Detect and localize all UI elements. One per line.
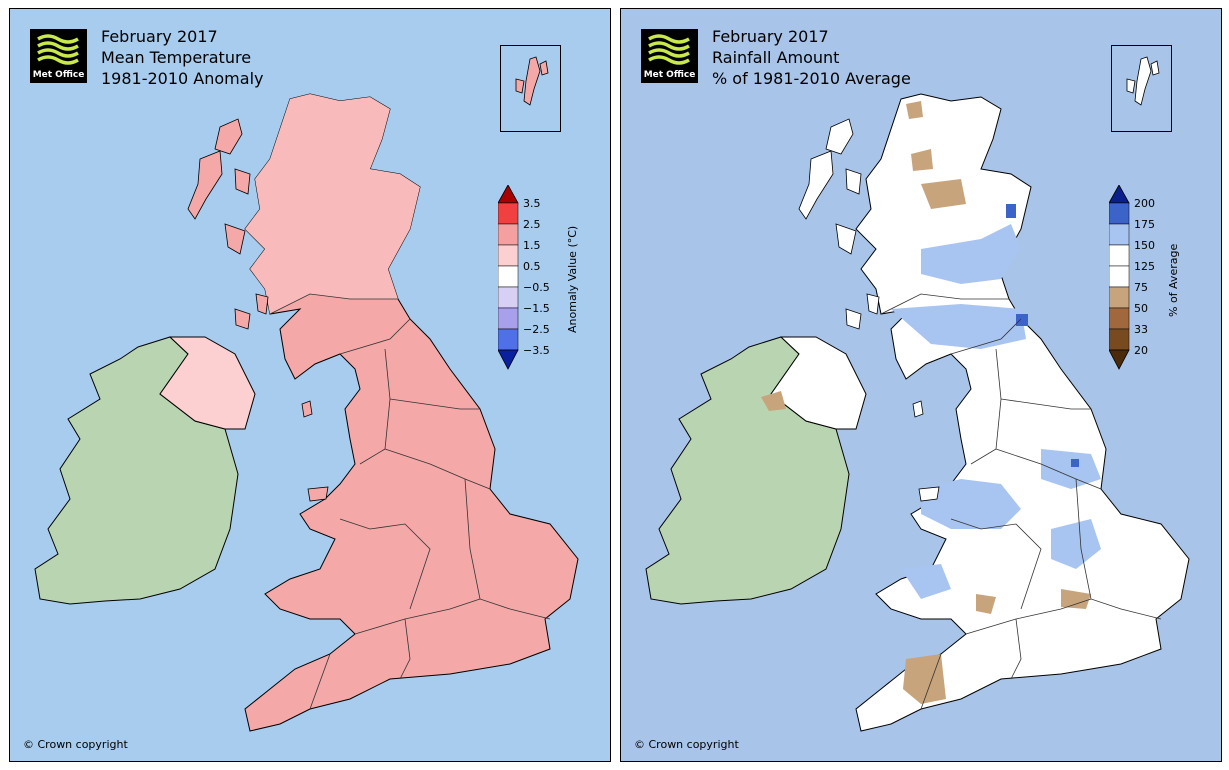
colorbar-bin-4 bbox=[497, 265, 519, 288]
legend-tick: 1.5 bbox=[523, 239, 541, 252]
region-boundaries bbox=[880, 293, 1162, 710]
rainfall-amount-map bbox=[645, 56, 1190, 732]
northern-ireland-landmass bbox=[159, 336, 256, 430]
scottish-islands bbox=[798, 118, 880, 330]
legend-tick: −1.5 bbox=[523, 302, 550, 315]
colorbar-bin-3 bbox=[497, 244, 519, 267]
shetland-inset-map bbox=[515, 56, 549, 106]
shetland-inset-box bbox=[1111, 45, 1172, 132]
legend-tick: 20 bbox=[1134, 344, 1148, 357]
above-average-rainfall-areas bbox=[891, 224, 1101, 599]
colorbar-bin-4 bbox=[1108, 265, 1130, 288]
temperature-anomaly-map bbox=[34, 56, 579, 732]
legend-tick: −0.5 bbox=[523, 281, 550, 294]
legend-title: % of Average bbox=[1167, 243, 1180, 317]
colorbar-bin-5 bbox=[497, 286, 519, 309]
rainfall-legend: 200 175 150 125 75 50 33 20 % of Average bbox=[1108, 184, 1180, 379]
isle-of-man bbox=[301, 400, 313, 418]
legend-tick: 150 bbox=[1134, 239, 1155, 252]
colorbar-bin-6 bbox=[497, 307, 519, 330]
colorbar-top-arrow bbox=[497, 184, 519, 204]
scotland-region bbox=[245, 94, 420, 314]
temperature-legend: 3.5 2.5 1.5 0.5 −0.5 −1.5 −2.5 −3.5 Anom… bbox=[497, 184, 579, 379]
colorbar-bottom-arrow bbox=[497, 349, 519, 370]
legend-title: Anomaly Value (°C) bbox=[566, 225, 579, 333]
legend-tick: 0.5 bbox=[523, 260, 541, 273]
map-title: February 2017 Mean Temperature 1981-2010… bbox=[101, 26, 263, 89]
map-title: February 2017 Rainfall Amount % of 1981-… bbox=[712, 26, 911, 89]
legend-tick: −3.5 bbox=[523, 344, 550, 357]
colorbar-bin-3 bbox=[1108, 244, 1130, 267]
colorbar-bin-7 bbox=[1108, 328, 1130, 351]
copyright-notice: © Crown copyright bbox=[23, 738, 128, 751]
met-office-logo: Met Office bbox=[641, 29, 698, 83]
isle-of-man bbox=[912, 400, 924, 418]
shetland-inset-map bbox=[1126, 56, 1160, 106]
legend-tick: 200 bbox=[1134, 197, 1155, 210]
colorbar-bin-2 bbox=[497, 223, 519, 246]
legend-tick: 75 bbox=[1134, 281, 1148, 294]
title-line-reference: 1981-2010 Anomaly bbox=[101, 69, 264, 88]
colorbar-bottom-arrow bbox=[1108, 349, 1130, 370]
colorbar-bin-2 bbox=[1108, 223, 1130, 246]
below-average-rainfall-areas bbox=[761, 101, 1091, 704]
temperature-anomaly-map-panel: Met Office February 2017 Mean Temperatur… bbox=[9, 8, 611, 762]
met-office-logo: Met Office bbox=[30, 29, 87, 83]
logo-text: Met Office bbox=[643, 70, 696, 80]
anglesey bbox=[918, 486, 940, 502]
colorbar-bin-5 bbox=[1108, 286, 1130, 309]
legend-tick: 2.5 bbox=[523, 218, 541, 231]
colorbar-bin-1 bbox=[1108, 202, 1130, 225]
legend-tick: 3.5 bbox=[523, 197, 541, 210]
title-line-date: February 2017 bbox=[712, 27, 829, 46]
legend-tick: 175 bbox=[1134, 218, 1155, 231]
colorbar-bin-7 bbox=[497, 328, 519, 351]
copyright-notice: © Crown copyright bbox=[634, 738, 739, 751]
heavy-rainfall-spots bbox=[1006, 204, 1079, 467]
title-line-variable: Mean Temperature bbox=[101, 48, 252, 67]
legend-tick: 50 bbox=[1134, 302, 1148, 315]
met-office-waves-icon bbox=[37, 34, 79, 65]
rainfall-amount-map-panel: Met Office February 2017 Rainfall Amount… bbox=[620, 8, 1222, 762]
colorbar-top-arrow bbox=[1108, 184, 1130, 204]
anglesey bbox=[307, 486, 329, 502]
region-boundaries bbox=[269, 293, 551, 710]
title-line-variable: Rainfall Amount bbox=[712, 48, 840, 67]
scottish-islands bbox=[187, 118, 269, 330]
legend-tick: 33 bbox=[1134, 323, 1148, 336]
title-line-reference: % of 1981-2010 Average bbox=[712, 69, 911, 88]
legend-tick: −2.5 bbox=[523, 323, 550, 336]
title-line-date: February 2017 bbox=[101, 27, 218, 46]
rainfall-colorbar bbox=[1108, 184, 1130, 370]
colorbar-bin-6 bbox=[1108, 307, 1130, 330]
northern-ireland-landmass bbox=[770, 336, 867, 430]
legend-tick: 125 bbox=[1134, 260, 1155, 273]
met-office-waves-icon bbox=[648, 34, 690, 65]
temperature-colorbar bbox=[497, 184, 519, 370]
colorbar-bin-1 bbox=[497, 202, 519, 225]
shetland-inset-box bbox=[500, 45, 561, 132]
logo-text: Met Office bbox=[32, 70, 85, 80]
